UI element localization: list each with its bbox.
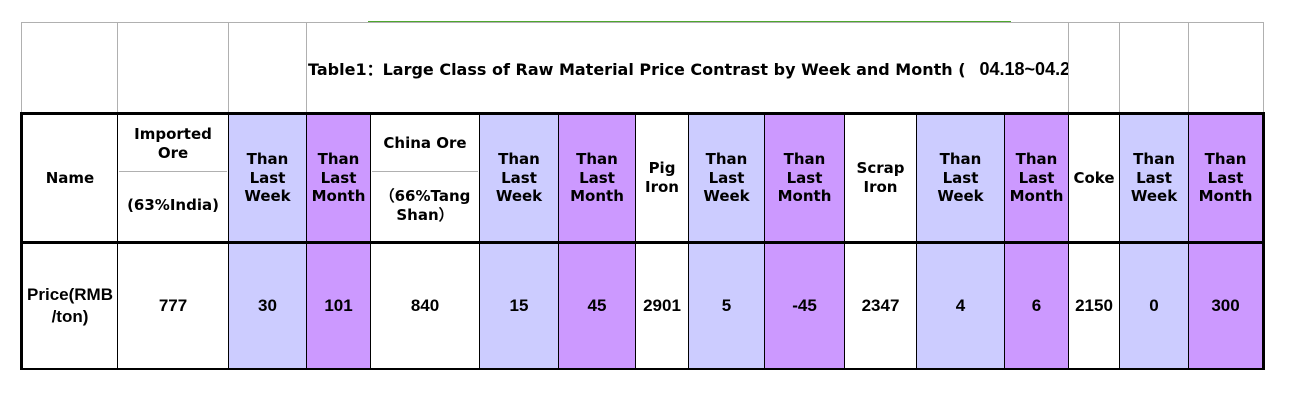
header-month-china-ore: Than Last Month (558, 112, 636, 244)
price-coke: 2150 (1068, 242, 1121, 370)
than-last-week-label: Than Last Week (1130, 149, 1178, 206)
price-row: Price(RMB/ton) 777 30 101 840 15 45 2901… (20, 242, 1266, 370)
than-last-month-label: Than Last Month (777, 149, 832, 206)
week-change-china-ore: 15 (479, 242, 559, 370)
header-material-imported-ore: Imported Ore (63%India) (117, 112, 229, 244)
row-label-price: Price(RMB/ton) (20, 242, 118, 370)
table-title-cell: Table1：Large Class of Raw Material Price… (305, 22, 1070, 114)
month-change-china-ore: 45 (558, 242, 636, 370)
price-imported-ore: 777 (117, 242, 229, 370)
title-empty-cell (1188, 22, 1265, 114)
price-row-label: Price(RMB/ton) (27, 284, 113, 326)
week-change-coke: 0 (1119, 242, 1190, 370)
price-contrast-table: Table1：Large Class of Raw Material Price… (20, 22, 1266, 370)
title-row: Table1：Large Class of Raw Material Price… (21, 22, 1265, 114)
cell-divider (119, 170, 227, 172)
price-scrap-iron: 2347 (844, 242, 917, 370)
header-material-pig-iron: Pig Iron (635, 112, 689, 244)
table-title-text: Table1：Large Class of Raw Material Price… (308, 59, 966, 79)
than-last-week-label: Than Last Week (244, 149, 291, 206)
header-week-scrap-iron: Than Last Week (916, 112, 1005, 244)
header-name-cell: Name (20, 112, 118, 244)
price-pig-iron: 2901 (635, 242, 689, 370)
header-month-scrap-iron: Than Last Month (1003, 112, 1070, 244)
month-change-imported-ore: 101 (306, 242, 371, 370)
price-china-ore: 840 (370, 242, 480, 370)
header-week-imported-ore: Than Last Week (228, 112, 307, 244)
header-week-china-ore: Than Last Week (479, 112, 559, 244)
than-last-week-label: Than Last Week (495, 149, 543, 206)
header-material-coke: Coke (1068, 112, 1121, 244)
header-month-coke: Than Last Month (1188, 112, 1266, 244)
cell-divider (372, 170, 478, 172)
title-empty-cell (228, 22, 307, 114)
material-spec-label: (63%India) (127, 196, 219, 215)
header-month-imported-ore: Than Last Month (306, 112, 371, 244)
material-name-label: Imported Ore (134, 124, 212, 162)
than-last-month-label: Than Last Month (570, 149, 624, 206)
title-empty-cell (117, 22, 229, 114)
than-last-week-label: Than Last Week (703, 149, 750, 206)
header-week-pig-iron: Than Last Week (688, 112, 765, 244)
than-last-week-label: Than Last Week (937, 149, 984, 206)
header-material-scrap-iron: Scrap Iron (844, 112, 917, 244)
material-name-label: China Ore (383, 134, 467, 153)
month-change-pig-iron: -45 (764, 242, 845, 370)
header-row: Name Imported Ore (63%India) Than Last W… (20, 112, 1266, 244)
title-empty-cell (1068, 22, 1121, 114)
header-material-china-ore: China Ore （66%TangShan） (370, 112, 480, 244)
table-title-period: 04.18~04.24 (979, 58, 1068, 79)
month-change-coke: 300 (1188, 242, 1266, 370)
header-week-coke: Than Last Week (1119, 112, 1190, 244)
header-month-pig-iron: Than Last Month (764, 112, 845, 244)
week-change-scrap-iron: 4 (916, 242, 1005, 370)
material-spec-label: （66%TangShan） (379, 186, 471, 224)
than-last-month-label: Than Last Month (1198, 149, 1253, 206)
title-empty-cell (21, 22, 118, 114)
week-change-pig-iron: 5 (688, 242, 765, 370)
title-empty-cell (1119, 22, 1190, 114)
week-change-imported-ore: 30 (228, 242, 307, 370)
than-last-month-label: Than Last Month (311, 149, 366, 206)
than-last-month-label: Than Last Month (1009, 149, 1064, 206)
month-change-scrap-iron: 6 (1003, 242, 1070, 370)
